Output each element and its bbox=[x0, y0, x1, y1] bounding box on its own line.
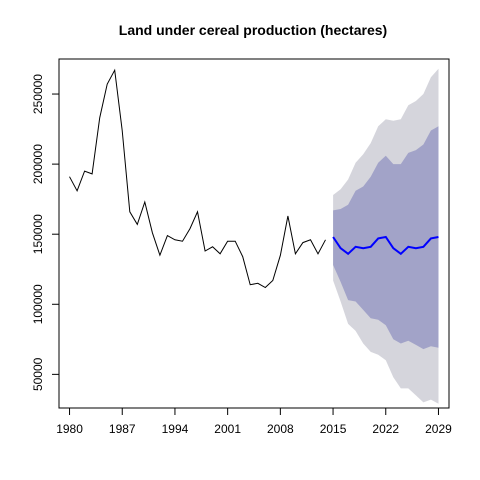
y-tick-label: 250000 bbox=[31, 74, 45, 114]
x-tick-label: 1980 bbox=[56, 422, 83, 436]
series-lines bbox=[69, 68, 439, 289]
x-tick-label: 2008 bbox=[267, 422, 294, 436]
x-tick-label: 1994 bbox=[162, 422, 189, 436]
chart-title: Land under cereal production (hectares) bbox=[119, 22, 387, 38]
y-tick-label: 150000 bbox=[31, 214, 45, 254]
y-tick-label: 100000 bbox=[31, 284, 45, 324]
x-tick-label: 1987 bbox=[109, 422, 136, 436]
x-axis: 1980 1987 1994 2001 2008 2015 2022 2029 bbox=[56, 407, 452, 436]
y-axis: 50000 100000 150000 200000 250000 bbox=[31, 74, 60, 391]
history-line bbox=[69, 68, 326, 289]
x-tick-label: 2029 bbox=[425, 422, 452, 436]
x-tick-label: 2001 bbox=[214, 422, 241, 436]
forecast-mean-line bbox=[332, 235, 439, 256]
x-tick-label: 2015 bbox=[320, 422, 347, 436]
x-tick-label: 2022 bbox=[372, 422, 399, 436]
y-tick-label: 200000 bbox=[31, 144, 45, 184]
y-tick-label: 50000 bbox=[31, 357, 45, 391]
